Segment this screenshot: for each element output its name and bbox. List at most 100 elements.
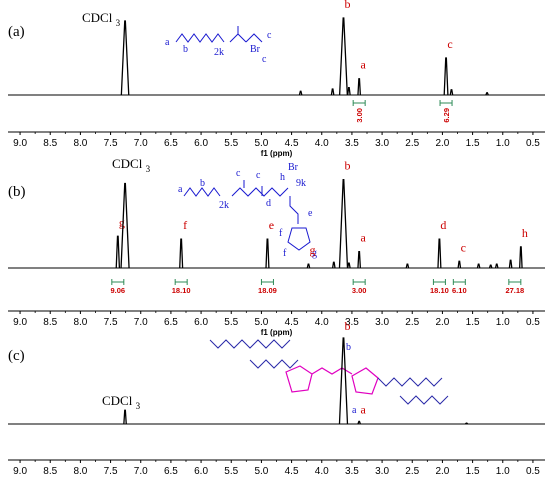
axis-tick-label: 2.5 — [405, 317, 419, 328]
struct-c-linker — [311, 367, 353, 375]
integral-value: 3.00 — [355, 108, 364, 123]
spectrum-peak — [357, 420, 361, 425]
struct-b-subscript-2k: 2k — [219, 200, 229, 211]
axis-tick-label: 9.0 — [13, 317, 27, 328]
spectrum-peak — [120, 182, 130, 269]
struct-b-label-e: e — [308, 208, 313, 219]
panel-c-structure: b a — [209, 339, 449, 416]
struct-b-furan-ring — [287, 227, 311, 251]
axis-tick-label: 6.5 — [164, 317, 178, 328]
axis-tick-label: 8.5 — [43, 466, 57, 477]
axis-tick-label: 6.5 — [164, 138, 178, 149]
panel-c-solvent-label: CDCl 3 — [102, 393, 141, 411]
peak-label: a — [360, 231, 366, 245]
axis-tick-label: 5.5 — [224, 138, 238, 149]
panel-c-solvent-text: CDCl — [102, 393, 133, 408]
spectrum-peak — [357, 78, 362, 96]
spectrum-peak — [357, 251, 362, 269]
spectrum-peak — [464, 422, 469, 425]
axis-tick-label: 4.0 — [315, 138, 329, 149]
struct-a-label-b: b — [183, 44, 188, 55]
axis-tick-label: 7.0 — [134, 317, 148, 328]
panel-a-spectrum: b a c 3.00 6.29 — [8, 0, 545, 123]
panel-a-structure: a b 2k Br c c — [165, 26, 272, 65]
spectrum-peak — [179, 238, 184, 269]
axis-tick-label: 8.0 — [73, 317, 87, 328]
spectrum-peak — [330, 88, 335, 96]
peak-label: c — [447, 37, 452, 51]
axis-tick-label: 8.0 — [73, 466, 87, 477]
axis-tick-label: 7.0 — [134, 138, 148, 149]
peak-label: c — [461, 240, 466, 254]
spectrum-peak — [494, 263, 499, 269]
solvent-subscript: 3 — [116, 18, 121, 28]
struct-b-br: Br — [288, 162, 299, 173]
panel-a: (a) CDCl 3 a b 2k Br c c b a c 3.00 6.29 9.0… — [8, 0, 545, 158]
axis-tick-label: 6.0 — [194, 317, 208, 328]
axis-title: f1 (ppm) — [261, 149, 293, 158]
integral-value: 6.10 — [452, 286, 467, 295]
axis-tick-label: 9.0 — [13, 466, 27, 477]
struct-a-chain — [175, 33, 225, 43]
spectrum-peak — [338, 337, 349, 425]
axis-tick-label: 4.5 — [285, 317, 299, 328]
struct-b-label-g: g — [312, 248, 317, 259]
axis-tick-label: 2.0 — [435, 138, 449, 149]
peak-label: b — [344, 0, 350, 11]
spectrum-peak — [488, 264, 493, 269]
peak-label: d — [440, 218, 446, 232]
struct-c-label-b: b — [346, 342, 351, 353]
spectrum-peak — [265, 238, 270, 269]
struct-b-label-c2: c — [256, 170, 261, 181]
struct-a-br: Br — [250, 44, 261, 55]
solvent-subscript: 3 — [136, 401, 141, 411]
struct-a-label-c2: c — [262, 54, 267, 65]
integral-value: 18.10 — [172, 286, 191, 295]
axis-tick-label: 5.0 — [254, 466, 268, 477]
struct-c-left-imide — [285, 365, 313, 393]
panel-c-x-axis: 9.0 8.5 8.0 7.5 7.0 6.5 6.0 5.5 5.0 4.5 4.0 3.5 3.0 2… — [8, 459, 545, 477]
spectrum-peak — [298, 90, 303, 96]
axis-tick-label: 4.5 — [285, 138, 299, 149]
struct-a-label-a: a — [165, 37, 170, 48]
axis-tick-label: 6.0 — [194, 138, 208, 149]
axis-tick-label: 6.5 — [164, 466, 178, 477]
panel-b-structure: a b 2k c c d h Br 9k e f f g — [178, 162, 317, 259]
spectrum-peak — [338, 17, 348, 96]
axis-tick-label: 1.5 — [466, 317, 480, 328]
struct-b-subscript-9k: 9k — [296, 178, 306, 189]
axis-tick-label: 7.5 — [104, 466, 118, 477]
struct-b-chain — [183, 187, 221, 197]
panel-b-x-axis: 9.0 8.5 8.0 7.5 7.0 6.5 6.0 5.5 5.0 4.5 4.0 3.5 3.0 2… — [8, 310, 545, 337]
spectrum-peak — [120, 20, 130, 96]
struct-c-right-imide — [351, 367, 379, 395]
struct-c-right-branch — [399, 395, 449, 405]
struct-b-label-d: d — [266, 198, 271, 209]
solvent-subscript: 3 — [146, 164, 151, 174]
peak-label: g — [309, 243, 315, 257]
axis-tick-label: 4.0 — [315, 317, 329, 328]
integral-value: 27.18 — [505, 286, 524, 295]
peak-label: f — [183, 218, 187, 232]
peak-label: e — [269, 218, 274, 232]
struct-b-backbone — [231, 180, 289, 197]
panel-b-label: (b) — [8, 184, 26, 200]
spectrum-peak — [437, 238, 442, 269]
axis-tick-label: 1.5 — [466, 138, 480, 149]
spectrum-peak — [449, 89, 454, 96]
spectrum-peak — [347, 262, 351, 269]
panel-c: (c) CDCl 3 b a ba 9.0 8.5 8.0 7.5 7.0 6.5 6.0 5… — [8, 319, 545, 477]
struct-c-left-chain — [209, 339, 291, 349]
struct-b-label-a: a — [178, 184, 183, 195]
integral-value: 6.29 — [442, 108, 451, 123]
axis-tick-label: 3.0 — [375, 317, 389, 328]
spectrum-peak — [476, 263, 481, 269]
axis-tick-label: 2.0 — [435, 466, 449, 477]
axis-tick-label: 4.5 — [285, 466, 299, 477]
struct-c-left-branch — [249, 359, 299, 369]
axis-tick-label: 7.5 — [104, 138, 118, 149]
panel-a-solvent-label: CDCl 3 — [82, 10, 121, 28]
axis-tick-label: 1.5 — [466, 466, 480, 477]
